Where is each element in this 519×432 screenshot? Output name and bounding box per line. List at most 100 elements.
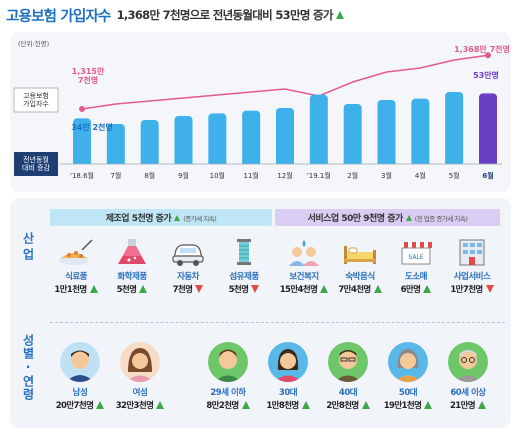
bar-3 (174, 116, 193, 164)
chart-panel: (단위:천명) 고용보험 가입자수 전년동월 대비 증감 '18.6월 7월 8월 9월 10월 1… (10, 32, 511, 192)
demographic-value: 8만2천명 (198, 399, 258, 411)
industry-name: 도소매 (405, 272, 427, 282)
bar-10 (411, 98, 430, 164)
bar-6 (276, 108, 294, 164)
x-tick-label: 3월 (381, 171, 392, 180)
legend-line-box (13, 87, 59, 113)
up-arrow-icon (478, 401, 487, 409)
service-banner-text: 서비스업 50만 9천명 증가 (307, 214, 404, 224)
industry-name: 사업서비스 (453, 272, 491, 282)
man-avatar-icon (60, 342, 100, 382)
40s-avatar-icon (328, 342, 368, 382)
industry-item-business-service: 사업서비스 1만7천명 (444, 236, 500, 295)
industry-value: 5천명 (104, 283, 160, 295)
bar-1 (106, 124, 125, 164)
line-point (485, 52, 491, 59)
youth-avatar-icon (208, 342, 248, 382)
demographic-item-male: 남성 20만7천명 (50, 342, 110, 411)
up-arrow-icon (335, 11, 344, 19)
industry-item-retail: SALE 도소매 6만명 (388, 236, 444, 295)
bar-base-4 (208, 160, 227, 164)
line-start-label: 1,315만 7천명 (72, 66, 105, 85)
building-icon (452, 236, 492, 268)
bar-base-12 (479, 160, 497, 164)
industry-name: 섬유제품 (229, 272, 259, 282)
bar-base-3 (174, 160, 193, 164)
store-sign-text: SALE (408, 254, 423, 261)
industry-name: 화학제품 (117, 272, 147, 282)
bar-base-11 (445, 160, 464, 164)
x-tick-label: 8월 (144, 171, 155, 180)
legend-bar-label: 전년동월 대비 증감 (22, 155, 51, 172)
industry-name: 보건복지 (289, 272, 319, 282)
woman-avatar-icon (120, 342, 160, 382)
x-tick-label: 2월 (347, 171, 358, 180)
industry-item-health: 보건복지 15만4천명 (276, 236, 332, 295)
industry-value: 6만명 (388, 283, 444, 295)
food-icon (56, 236, 96, 268)
industry-item-textile: 섬유제품 5천명 (216, 236, 272, 295)
up-arrow-icon (139, 285, 148, 293)
industry-name: 식료품 (65, 272, 87, 282)
x-tick-label: 7월 (110, 171, 121, 180)
bar-11 (445, 92, 464, 164)
bar-base-8 (343, 160, 362, 164)
industry-name: 자동차 (177, 272, 199, 282)
industry-value: 7천명 (160, 283, 216, 295)
industry-item-food: 식료품 1만1천명 (48, 236, 104, 295)
demographic-name: 30대 (278, 388, 298, 398)
bar-12 (479, 93, 497, 164)
demographic-item-30s: 30대 1만8천명 (258, 342, 318, 411)
demographic-value: 32만3천명 (110, 399, 170, 411)
industry-item-car: 자동차 7천명 (160, 236, 216, 295)
section-divider (50, 322, 505, 323)
bar-base-9 (377, 160, 396, 164)
bar-9 (377, 100, 396, 164)
bar-base-2 (140, 160, 159, 164)
up-arrow-icon (423, 285, 432, 293)
up-arrow-icon (241, 401, 250, 409)
x-tick-label: '18.6월 (70, 171, 94, 180)
demographic-item-40s: 40대 2만8천명 (318, 342, 378, 411)
demographic-value: 21만명 (438, 399, 498, 411)
industry-value: 7만4천명 (332, 283, 388, 295)
bar-2 (140, 120, 159, 164)
x-tick-label: 10월 (210, 171, 225, 180)
up-arrow-icon (405, 214, 412, 221)
manufacturing-banner-text: 제조업 5천명 증가 (105, 214, 172, 224)
x-tick-label: 12월 (277, 171, 292, 180)
legend-line-label: 고용보험 가입자수 (23, 92, 49, 108)
demographic-value: 20만7천명 (50, 399, 110, 411)
legend-bar-box (14, 152, 58, 176)
car-icon (168, 236, 208, 268)
up-arrow-icon (424, 401, 433, 409)
chemical-icon (112, 236, 152, 268)
up-arrow-icon (156, 401, 165, 409)
demographic-item-over-60: 60세 이상 21만명 (438, 342, 498, 411)
chart-unit-label: (단위:천명) (18, 39, 49, 48)
employment-line (81, 54, 489, 110)
bar-base-5 (242, 160, 261, 164)
bar-8 (343, 104, 362, 164)
demographic-value: 2만8천명 (318, 399, 378, 411)
demographic-section-label: 성별·연령 (21, 334, 35, 401)
up-arrow-icon (174, 214, 181, 221)
down-arrow-icon (251, 285, 260, 293)
line-end-label: 1,368만 7천명 (454, 44, 510, 54)
textile-icon (224, 236, 264, 268)
industry-value: 1만7천명 (444, 283, 500, 295)
industry-item-lodging: 숙박음식 7만4천명 (332, 236, 388, 295)
demographic-name: 남성 (72, 388, 88, 398)
title-row: 고용보험 가입자수 1,368만 7천명으로 전년동월대비 53만명 증가 (6, 4, 516, 26)
down-arrow-icon (485, 285, 494, 293)
demographic-value: 1만8천명 (258, 399, 318, 411)
x-tick-label: 11월 (243, 171, 258, 180)
demographic-name: 40대 (338, 388, 358, 398)
x-tick-label: 5월 (449, 171, 460, 180)
demographic-item-50s: 50대 19만1천명 (378, 342, 438, 411)
bar-end-label: 53만명 (473, 70, 499, 80)
demographic-name: 여성 (132, 388, 148, 398)
industry-value: 5천명 (216, 283, 272, 295)
industry-value: 1만1천명 (48, 283, 104, 295)
